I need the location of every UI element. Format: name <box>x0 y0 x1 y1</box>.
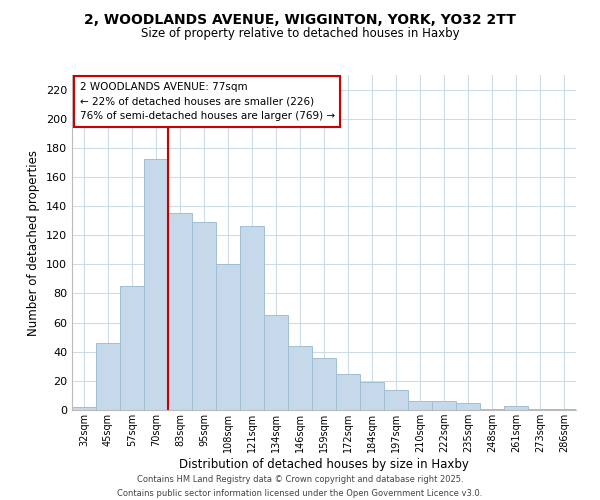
X-axis label: Distribution of detached houses by size in Haxby: Distribution of detached houses by size … <box>179 458 469 471</box>
Bar <box>384 390 408 410</box>
Text: 2 WOODLANDS AVENUE: 77sqm
← 22% of detached houses are smaller (226)
76% of semi: 2 WOODLANDS AVENUE: 77sqm ← 22% of detac… <box>80 82 335 122</box>
Bar <box>168 214 192 410</box>
Bar <box>528 408 552 410</box>
Bar <box>312 358 336 410</box>
Bar <box>504 406 528 410</box>
Bar <box>360 382 384 410</box>
Bar <box>240 226 264 410</box>
Bar <box>216 264 240 410</box>
Bar <box>432 402 456 410</box>
Bar <box>480 408 504 410</box>
Bar <box>120 286 144 410</box>
Bar <box>144 160 168 410</box>
Bar <box>96 343 120 410</box>
Bar <box>192 222 216 410</box>
Bar <box>408 402 432 410</box>
Text: Size of property relative to detached houses in Haxby: Size of property relative to detached ho… <box>140 28 460 40</box>
Bar <box>264 316 288 410</box>
Bar <box>72 407 96 410</box>
Text: Contains HM Land Registry data © Crown copyright and database right 2025.
Contai: Contains HM Land Registry data © Crown c… <box>118 476 482 498</box>
Y-axis label: Number of detached properties: Number of detached properties <box>28 150 40 336</box>
Bar <box>336 374 360 410</box>
Bar <box>288 346 312 410</box>
Bar <box>552 408 576 410</box>
Text: 2, WOODLANDS AVENUE, WIGGINTON, YORK, YO32 2TT: 2, WOODLANDS AVENUE, WIGGINTON, YORK, YO… <box>84 12 516 26</box>
Bar <box>456 402 480 410</box>
